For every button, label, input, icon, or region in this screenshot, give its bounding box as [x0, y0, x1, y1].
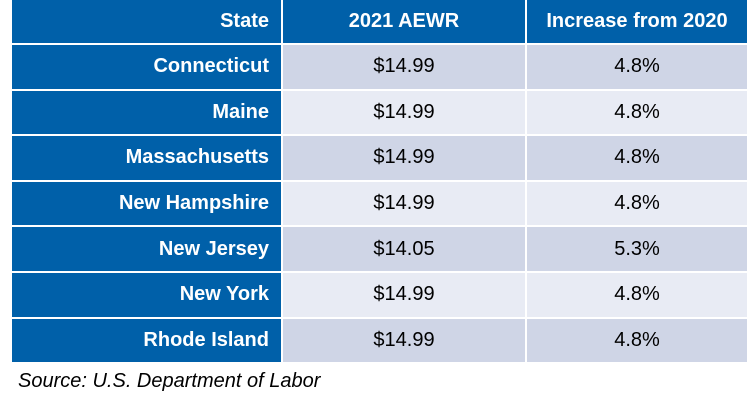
- row-state: New Hampshire: [12, 181, 283, 228]
- row-state: New York: [12, 272, 283, 319]
- row-state: Rhode Island: [12, 318, 283, 365]
- header-aewr: 2021 AEWR: [283, 0, 527, 45]
- row-aewr: $14.99: [283, 45, 527, 91]
- row-increase: 4.8%: [527, 136, 747, 182]
- source-note: Source: U.S. Department of Labor: [18, 370, 321, 392]
- row-aewr: $14.99: [283, 136, 527, 182]
- row-state: Massachusetts: [12, 136, 283, 182]
- header-state: State: [12, 0, 283, 45]
- row-increase: 4.8%: [527, 272, 747, 319]
- row-increase: 4.8%: [527, 45, 747, 91]
- row-aewr: $14.99: [283, 318, 527, 365]
- row-aewr: $14.05: [283, 227, 527, 273]
- header-increase: Increase from 2020: [527, 0, 747, 45]
- row-increase: 4.8%: [527, 318, 747, 365]
- row-aewr: $14.99: [283, 181, 527, 228]
- row-state: Maine: [12, 90, 283, 137]
- row-state: New Jersey: [12, 227, 283, 273]
- row-increase: 4.8%: [527, 90, 747, 137]
- row-aewr: $14.99: [283, 90, 527, 137]
- row-increase: 4.8%: [527, 181, 747, 228]
- row-increase: 5.3%: [527, 227, 747, 273]
- row-aewr: $14.99: [283, 272, 527, 319]
- aewr-table: State 2021 AEWR Increase from 2020 Conne…: [12, 0, 747, 365]
- row-state: Connecticut: [12, 45, 283, 91]
